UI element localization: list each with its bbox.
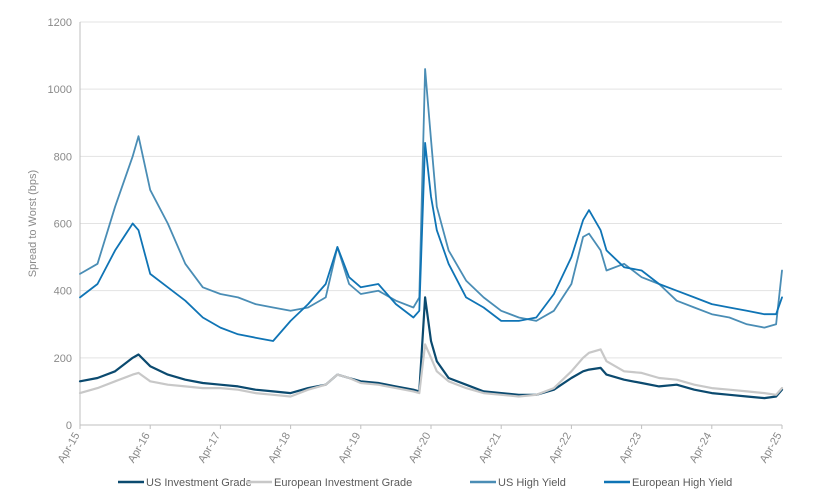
x-tick-label: Apr-22 — [547, 431, 574, 466]
x-tick-label: Apr-15 — [56, 431, 83, 466]
legend-label: European Investment Grade — [274, 477, 412, 489]
legend-label: US High Yield — [498, 477, 566, 489]
x-tick-label: Apr-24 — [687, 431, 714, 466]
legend-label: European High Yield — [632, 477, 732, 489]
x-tick-label: Apr-16 — [126, 431, 153, 466]
x-tick-label: Apr-19 — [336, 431, 363, 466]
x-tick-label: Apr-21 — [477, 431, 504, 466]
series-lines — [78, 68, 784, 400]
legend-label: US Investment Grade — [146, 477, 252, 489]
series-line-european-high-yield — [79, 142, 783, 342]
y-axis-title: Spread to Worst (bps) — [27, 170, 39, 277]
y-tick-label: 600 — [54, 219, 72, 231]
y-tick-label: 200 — [54, 353, 72, 365]
x-tick-label: Apr-23 — [617, 431, 644, 466]
y-tick-label: 1200 — [48, 17, 72, 29]
series-line-us-investment-grade — [78, 296, 784, 400]
series-line-european-investment-grade — [78, 343, 784, 398]
x-tick-label: Apr-18 — [266, 431, 293, 466]
x-tick-label: Apr-20 — [407, 431, 434, 466]
x-tick-label: Apr-25 — [758, 431, 785, 466]
gridlines — [80, 21, 782, 426]
legend: US Investment Grade European Investment G… — [118, 477, 732, 489]
y-tick-label: 0 — [66, 420, 72, 432]
y-tick-label: 800 — [54, 151, 72, 163]
y-tick-label: 400 — [54, 286, 72, 298]
y-tick-label: 1000 — [48, 84, 72, 96]
x-tick-label: Apr-17 — [196, 431, 223, 466]
